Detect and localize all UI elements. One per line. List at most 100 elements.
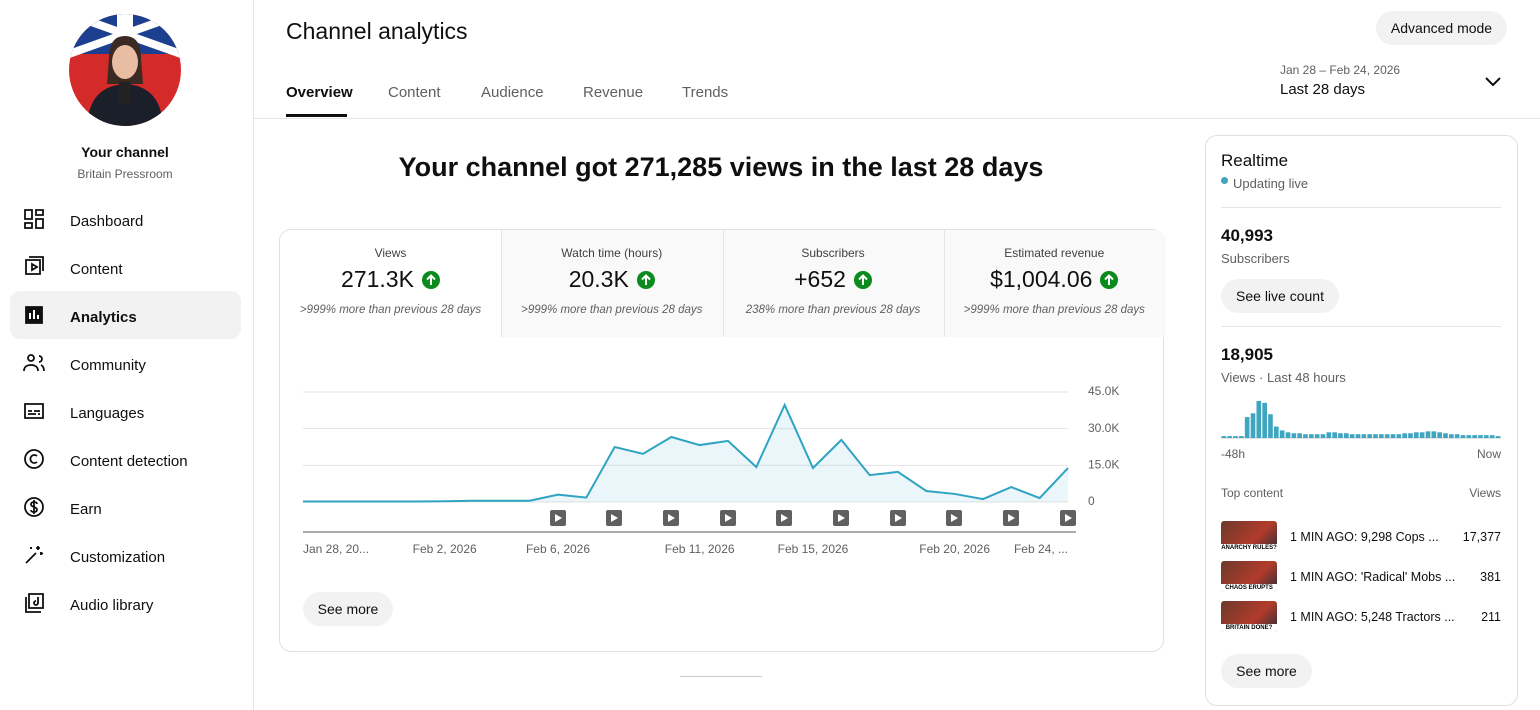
period[interactable]: Last 28 days bbox=[1280, 81, 1366, 98]
x-tick-label: Jan 28, 20... bbox=[303, 542, 369, 556]
tab[interactable]: Audience bbox=[481, 84, 544, 101]
bar bbox=[1437, 432, 1442, 438]
nav-item[interactable]: Content bbox=[70, 261, 123, 278]
thumbnail[interactable]: CHAOS ERUPTS bbox=[1221, 561, 1277, 592]
icon-shape bbox=[25, 546, 43, 564]
realtime-see-more[interactable]: See more bbox=[1221, 654, 1312, 688]
tab[interactable]: Revenue bbox=[583, 84, 644, 101]
bar bbox=[1425, 431, 1431, 438]
bar bbox=[1262, 402, 1267, 438]
thumbnail[interactable]: BRITAIN DONE? bbox=[1221, 601, 1277, 632]
header-border bbox=[253, 118, 1540, 119]
bar bbox=[1396, 434, 1402, 438]
bar bbox=[1233, 436, 1238, 438]
bar bbox=[1466, 435, 1472, 438]
x-tick-label: Feb 15, 2026 bbox=[778, 542, 849, 556]
thumbnail[interactable]: ANARCHY RULES? bbox=[1221, 521, 1277, 552]
icon-shape bbox=[25, 256, 44, 275]
nav-item[interactable]: Analytics bbox=[70, 309, 137, 326]
icon-shape bbox=[24, 209, 44, 229]
tab[interactable]: Overview bbox=[286, 84, 353, 101]
bar bbox=[1285, 432, 1291, 438]
view-count: 18,905 bbox=[1221, 345, 1273, 364]
video-marker-icon bbox=[781, 514, 788, 522]
line-series bbox=[303, 402, 1069, 503]
see-more-button[interactable]: See more bbox=[303, 592, 393, 626]
page-title: Channel analytics bbox=[286, 18, 468, 44]
metric-note: >999% more than previous 28 days bbox=[299, 304, 482, 316]
content-views: 17,377 bbox=[1462, 530, 1501, 544]
bar bbox=[1454, 434, 1460, 438]
nav-item[interactable]: Earn bbox=[70, 501, 102, 518]
headline: Your channel got 271,285 views in the la… bbox=[398, 152, 1044, 182]
thumbnail-caption: CHAOS ERUPTS bbox=[1221, 584, 1277, 592]
nav-item[interactable]: Audio library bbox=[70, 597, 154, 614]
icon-shape bbox=[25, 593, 44, 613]
top-content-header: Top content bbox=[1221, 486, 1284, 500]
nav-item[interactable]: Community bbox=[70, 357, 146, 374]
video-marker-icon bbox=[838, 514, 845, 522]
metric-value-row: $1,004.06 bbox=[944, 266, 1165, 293]
bar bbox=[1373, 434, 1378, 438]
date-range: Jan 28 – Feb 24, 2026 bbox=[1280, 63, 1401, 77]
nav-icon bbox=[24, 449, 44, 469]
bar bbox=[1419, 432, 1425, 438]
metric-label: Estimated revenue bbox=[1004, 246, 1105, 260]
nav-icon bbox=[25, 593, 44, 613]
sidebar-border bbox=[253, 0, 254, 710]
bar bbox=[1320, 434, 1326, 438]
subscriber-label: Subscribers bbox=[1221, 251, 1290, 266]
bar bbox=[1431, 431, 1437, 438]
metric-label: Subscribers bbox=[801, 246, 865, 260]
tab[interactable]: Trends bbox=[682, 84, 729, 101]
y-tick-label: 45.0K bbox=[1088, 384, 1119, 398]
live-dot bbox=[1221, 177, 1228, 184]
bar bbox=[1384, 434, 1390, 438]
dropdown-icon[interactable] bbox=[1484, 74, 1502, 90]
bar bbox=[1349, 434, 1355, 438]
content-title[interactable]: 1 MIN AGO: 'Radical' Mobs ... bbox=[1290, 570, 1456, 584]
bar bbox=[1355, 434, 1361, 438]
video-marker-icon bbox=[555, 514, 562, 522]
y-tick-label: 30.0K bbox=[1088, 421, 1119, 435]
axis-start-label: -48h bbox=[1221, 447, 1246, 461]
metric-value-row: 271.3K bbox=[280, 266, 501, 293]
up-arrow bbox=[1100, 270, 1119, 289]
bar bbox=[1227, 436, 1232, 438]
metric-label: Views bbox=[374, 246, 407, 260]
bar bbox=[1460, 435, 1466, 438]
metric-value-row: 20.3K bbox=[501, 266, 722, 293]
nav-icon bbox=[24, 209, 44, 229]
metric-note: 238% more than previous 28 days bbox=[745, 304, 921, 316]
bar bbox=[1309, 434, 1314, 438]
nav-item[interactable]: Dashboard bbox=[70, 213, 144, 230]
channel-name: Britain Pressroom bbox=[77, 167, 173, 181]
metric-cell bbox=[280, 230, 501, 337]
advanced-mode-button[interactable]: Advanced mode bbox=[1376, 11, 1507, 45]
view-label: Views · Last 48 hours bbox=[1221, 370, 1346, 385]
thumbnail-caption: ANARCHY RULES? bbox=[1221, 544, 1277, 552]
tab[interactable]: Content bbox=[388, 84, 441, 101]
bar bbox=[1326, 432, 1332, 438]
content-views: 381 bbox=[1480, 570, 1501, 584]
nav-item[interactable]: Content detection bbox=[70, 453, 188, 470]
content-title[interactable]: 1 MIN AGO: 9,298 Cops ... bbox=[1290, 530, 1439, 544]
content-views: 211 bbox=[1481, 610, 1501, 624]
bar bbox=[1484, 435, 1489, 438]
bar bbox=[1244, 417, 1250, 438]
bar bbox=[1408, 433, 1413, 438]
x-tick-label: Feb 6, 2026 bbox=[526, 542, 590, 556]
bar bbox=[1495, 436, 1501, 438]
live-count-button[interactable]: See live count bbox=[1221, 279, 1339, 313]
avatar[interactable] bbox=[69, 14, 181, 126]
content-title[interactable]: 1 MIN AGO: 5,248 Tractors ... bbox=[1290, 610, 1455, 624]
video-marker-icon bbox=[668, 514, 675, 522]
nav-item[interactable]: Languages bbox=[70, 405, 145, 422]
channel-label: Your channel bbox=[81, 144, 169, 160]
bar bbox=[1239, 436, 1244, 438]
nav-item[interactable]: Customization bbox=[70, 549, 166, 566]
bar bbox=[1338, 433, 1343, 438]
x-tick-label: Feb 20, 2026 bbox=[919, 542, 990, 556]
